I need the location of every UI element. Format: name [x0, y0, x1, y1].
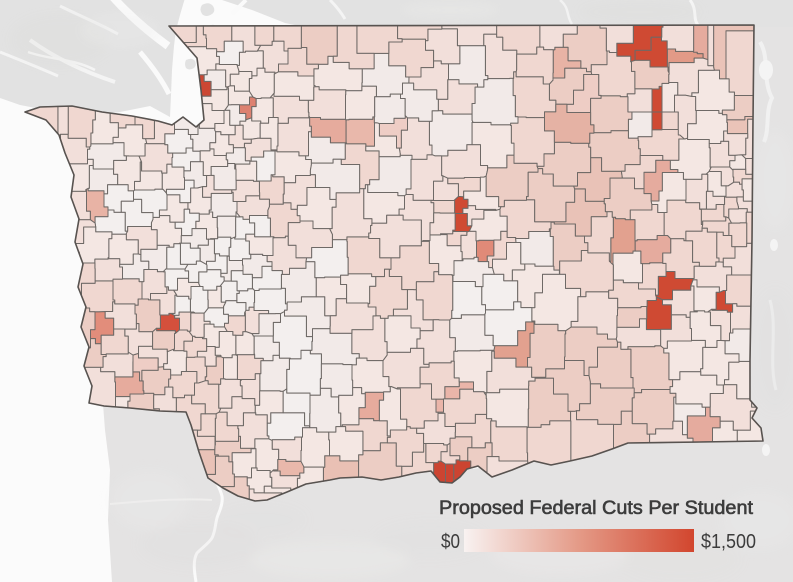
svg-text:$0: $0 [441, 531, 460, 553]
svg-text:$1,500: $1,500 [701, 531, 756, 553]
svg-text:Proposed Federal Cuts Per Stud: Proposed Federal Cuts Per Student [439, 497, 754, 519]
